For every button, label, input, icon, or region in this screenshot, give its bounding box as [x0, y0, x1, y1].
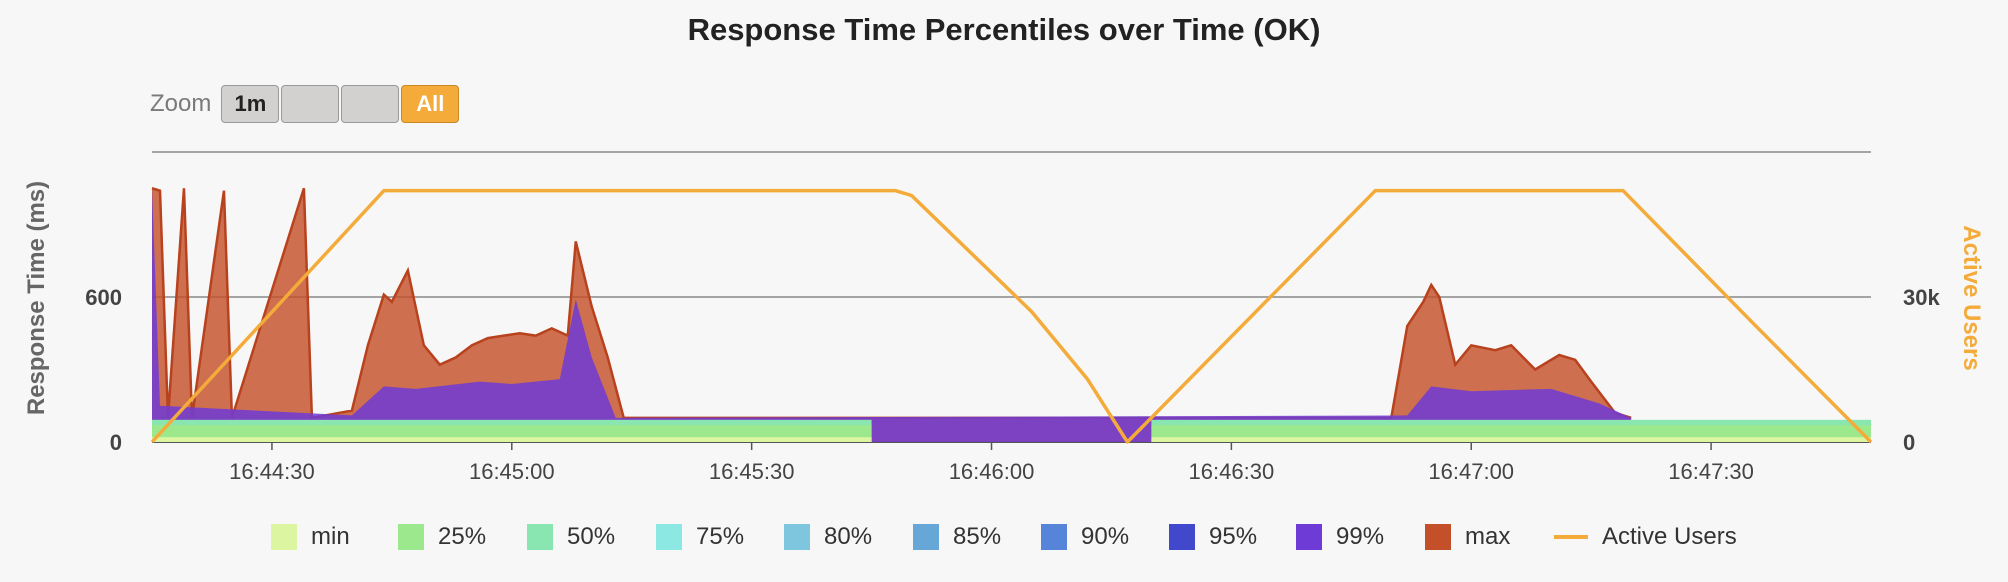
legend-swatch [271, 524, 297, 550]
legend-label: 99% [1336, 523, 1385, 550]
x-tick-label: 16:47:00 [1428, 459, 1514, 484]
zoom-all-button[interactable]: All [401, 85, 460, 123]
min-band-1 [152, 437, 872, 442]
legend-label: 85% [953, 523, 1002, 550]
x-tick-label: 16:45:30 [709, 459, 795, 484]
legend-swatch [1296, 524, 1322, 550]
zoom-1m-button[interactable]: 1m [221, 85, 280, 123]
legend-label: 25% [438, 523, 487, 550]
legend-item-85[interactable]: 85% [913, 520, 1001, 554]
legend-item-99[interactable]: 99% [1296, 520, 1384, 554]
legend-item-25[interactable]: 25% [398, 520, 486, 554]
legend-swatch [1425, 524, 1451, 550]
zoom-control: Zoom 1m All [150, 82, 461, 126]
legend-label: 95% [1209, 523, 1258, 550]
legend-label: 50% [567, 523, 616, 550]
plot-area [150, 187, 1873, 444]
max-line [151, 187, 1632, 420]
x-tick-label: 16:44:30 [229, 459, 315, 484]
legend-item-50[interactable]: 50% [527, 520, 615, 554]
active-users-line [150, 188, 1873, 444]
x-tick-label: 16:46:30 [1189, 459, 1275, 484]
legend-label: max [1465, 523, 1511, 550]
p99-area [152, 188, 1632, 442]
zoom-button-3[interactable] [341, 85, 400, 123]
y-axis: 0 600 0 30k [85, 285, 1940, 455]
zoom-label: Zoom [150, 90, 212, 117]
y-tick-label: 600 [85, 285, 122, 310]
zoom-button-2[interactable] [281, 85, 340, 123]
y2-tick-label: 0 [1903, 430, 1915, 455]
y2-tick-label: 30k [1903, 285, 1940, 310]
legend-label: min [311, 523, 350, 550]
x-tick-label: 16:47:30 [1668, 459, 1754, 484]
legend-swatch [398, 524, 424, 550]
legend-item-80[interactable]: 80% [784, 520, 872, 554]
legend-swatch [1169, 524, 1195, 550]
max-area [152, 188, 1632, 442]
y2-axis-label: Active Users [1958, 225, 1985, 370]
legend-item-90[interactable]: 90% [1041, 520, 1129, 554]
legend-label: Active Users [1602, 523, 1737, 550]
legend-item-activeusers[interactable]: Active Users [1554, 520, 1737, 554]
x-tick-label: 16:46:00 [949, 459, 1035, 484]
legend-swatch [527, 524, 553, 550]
y-axis-label: Response Time (ms) [23, 181, 50, 415]
legend-item-min[interactable]: min [271, 520, 350, 554]
legend-label: 80% [824, 523, 873, 550]
legend-label: 90% [1081, 523, 1130, 550]
legend-item-max[interactable]: max [1425, 520, 1510, 554]
legend-swatch [913, 524, 939, 550]
legend-swatch [784, 524, 810, 550]
min-band-2 [1151, 437, 1871, 442]
x-axis: 16:44:30 16:45:00 16:45:30 16:46:00 16:46:30… [229, 442, 1754, 484]
legend: min 25% 50% 75% 80% 85% 90% 95% 99% max Active Use… [0, 520, 2008, 554]
legend-item-95[interactable]: 95% [1169, 520, 1257, 554]
legend-swatch [1041, 524, 1067, 550]
legend-label: 75% [696, 523, 745, 550]
legend-item-75[interactable]: 75% [656, 520, 744, 554]
x-tick-label: 16:45:00 [469, 459, 555, 484]
legend-swatch [1554, 535, 1588, 539]
chart-title: Response Time Percentiles over Time (OK) [688, 12, 1321, 47]
legend-swatch [656, 524, 682, 550]
y-tick-label: 0 [110, 430, 122, 455]
